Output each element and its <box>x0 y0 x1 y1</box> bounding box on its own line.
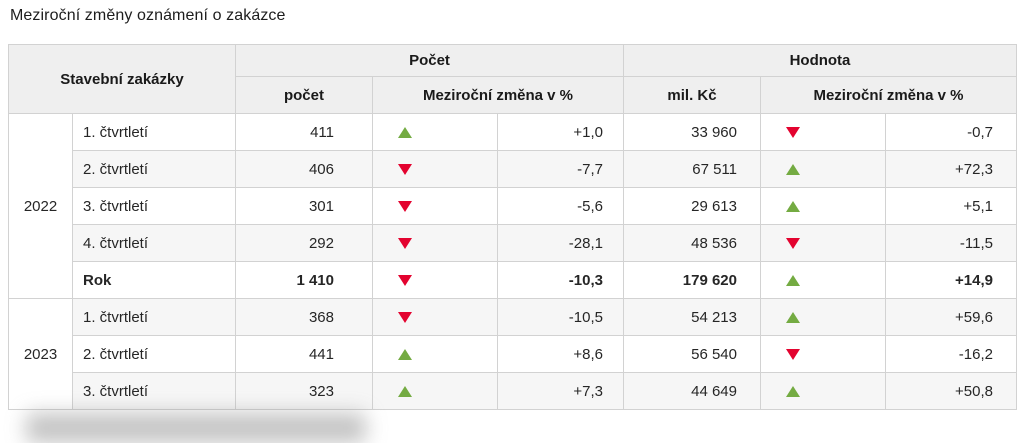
pocet-change-value: -7,7 <box>497 150 624 188</box>
hodnota-change-value: +14,9 <box>885 261 1017 299</box>
table-row: 2. čtvrtletí 406 -7,7 67 511 +72,3 <box>9 150 1017 188</box>
pocet-value: 323 <box>235 372 373 410</box>
pocet-trend-cell <box>372 261 498 299</box>
hodnota-trend-cell <box>760 113 886 151</box>
up-arrow-icon <box>398 349 412 361</box>
quarter-label: 2. čtvrtletí <box>72 335 236 373</box>
table-row: Rok 1 410 -10,3 179 620 +14,9 <box>9 261 1017 299</box>
pocet-trend-cell <box>372 372 498 410</box>
down-arrow-icon <box>786 127 800 139</box>
hodnota-trend-cell <box>760 335 886 373</box>
year-cell: 2023 <box>8 298 73 410</box>
up-arrow-icon <box>786 275 800 287</box>
table-header: Stavební zakázky Počet Hodnota počet Mez… <box>8 44 1017 114</box>
table-row: 3. čtvrtletí 323 +7,3 44 649 +50,8 <box>9 372 1017 410</box>
hodnota-value: 33 960 <box>623 113 761 151</box>
header-sub-pocet-change: Meziroční změna v % <box>372 76 624 114</box>
hodnota-trend-cell <box>760 224 886 262</box>
quarter-label: 1. čtvrtletí <box>72 113 236 151</box>
down-arrow-icon <box>398 164 412 176</box>
hodnota-change-value: +5,1 <box>885 187 1017 225</box>
up-arrow-icon <box>786 201 800 213</box>
pocet-value: 1 410 <box>235 261 373 299</box>
header-sub-hodnota-change: Meziroční změna v % <box>760 76 1017 114</box>
hodnota-trend-cell <box>760 372 886 410</box>
pocet-trend-cell <box>372 113 498 151</box>
up-arrow-icon <box>786 386 800 398</box>
up-arrow-icon <box>786 164 800 176</box>
page-title: Meziroční změny oznámení o zakázce <box>10 7 286 24</box>
down-arrow-icon <box>786 238 800 250</box>
pocet-trend-cell <box>372 187 498 225</box>
up-arrow-icon <box>398 386 412 398</box>
hodnota-value: 67 511 <box>623 150 761 188</box>
hodnota-value: 54 213 <box>623 298 761 336</box>
cutoff-element-shadow <box>26 413 366 443</box>
hodnota-value: 48 536 <box>623 224 761 262</box>
pocet-change-value: -5,6 <box>497 187 624 225</box>
hodnota-change-value: +59,6 <box>885 298 1017 336</box>
header-group-pocet: Počet <box>235 44 624 77</box>
down-arrow-icon <box>786 349 800 361</box>
pocet-trend-cell <box>372 224 498 262</box>
pocet-change-value: +1,0 <box>497 113 624 151</box>
table-row: 2. čtvrtletí 441 +8,6 56 540 -16,2 <box>9 335 1017 373</box>
hodnota-trend-cell <box>760 187 886 225</box>
header-stavebni-zakazky: Stavební zakázky <box>8 44 236 114</box>
hodnota-value: 44 649 <box>623 372 761 410</box>
table-row: 4. čtvrtletí 292 -28,1 48 536 -11,5 <box>9 224 1017 262</box>
header-group-hodnota: Hodnota <box>623 44 1017 77</box>
hodnota-value: 179 620 <box>623 261 761 299</box>
pocet-change-value: +7,3 <box>497 372 624 410</box>
pocet-trend-cell <box>372 150 498 188</box>
hodnota-value: 56 540 <box>623 335 761 373</box>
hodnota-change-value: -11,5 <box>885 224 1017 262</box>
table-row: 3. čtvrtletí 301 -5,6 29 613 +5,1 <box>9 187 1017 225</box>
up-arrow-icon <box>398 127 412 139</box>
header-sub-pocet: počet <box>235 76 373 114</box>
pocet-value: 301 <box>235 187 373 225</box>
quarter-label: Rok <box>72 261 236 299</box>
hodnota-value: 29 613 <box>623 187 761 225</box>
quarter-label: 3. čtvrtletí <box>72 372 236 410</box>
down-arrow-icon <box>398 238 412 250</box>
quarter-label: 1. čtvrtletí <box>72 298 236 336</box>
pocet-change-value: +8,6 <box>497 335 624 373</box>
pocet-change-value: -10,3 <box>497 261 624 299</box>
pocet-trend-cell <box>372 298 498 336</box>
hodnota-trend-cell <box>760 298 886 336</box>
pocet-trend-cell <box>372 335 498 373</box>
hodnota-change-value: +50,8 <box>885 372 1017 410</box>
hodnota-change-value: +72,3 <box>885 150 1017 188</box>
pocet-value: 292 <box>235 224 373 262</box>
pocet-value: 441 <box>235 335 373 373</box>
hodnota-trend-cell <box>760 261 886 299</box>
pocet-change-value: -28,1 <box>497 224 624 262</box>
quarter-label: 4. čtvrtletí <box>72 224 236 262</box>
pocet-value: 411 <box>235 113 373 151</box>
header-sub-milkc: mil. Kč <box>623 76 761 114</box>
down-arrow-icon <box>398 275 412 287</box>
hodnota-change-value: -16,2 <box>885 335 1017 373</box>
down-arrow-icon <box>398 312 412 324</box>
table-row: 2023 1. čtvrtletí 368 -10,5 54 213 +59,6 <box>8 298 1017 410</box>
year-cell: 2022 <box>8 113 73 299</box>
pocet-change-value: -10,5 <box>497 298 624 336</box>
quarter-label: 3. čtvrtletí <box>72 187 236 225</box>
hodnota-trend-cell <box>760 150 886 188</box>
down-arrow-icon <box>398 201 412 213</box>
quarter-label: 2. čtvrtletí <box>72 150 236 188</box>
pocet-value: 368 <box>235 298 373 336</box>
pocet-value: 406 <box>235 150 373 188</box>
contracts-table: Stavební zakázky Počet Hodnota počet Mez… <box>8 44 1017 410</box>
table-body: 2022 1. čtvrtletí 411 +1,0 33 960 -0,7 2. čtvr… <box>8 113 1017 410</box>
up-arrow-icon <box>786 312 800 324</box>
table-row: 2022 1. čtvrtletí 411 +1,0 33 960 -0,7 <box>8 113 1017 299</box>
hodnota-change-value: -0,7 <box>885 113 1017 151</box>
